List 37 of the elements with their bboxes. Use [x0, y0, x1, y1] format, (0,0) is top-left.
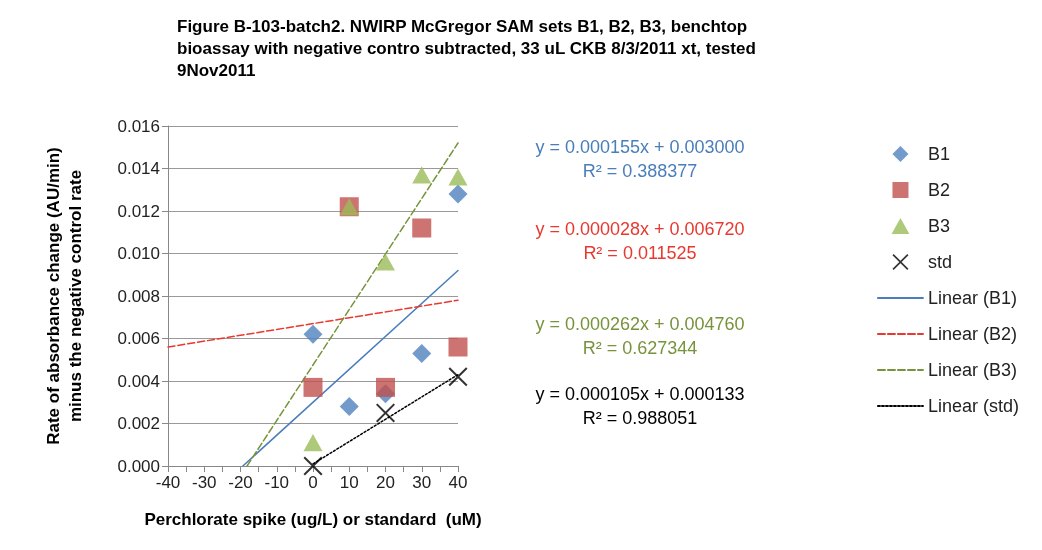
legend-label: B1 [927, 144, 950, 164]
y-tick-label: 0.010 [117, 244, 160, 263]
x-tick-label: 10 [339, 473, 359, 492]
y-tick-label: 0.004 [117, 371, 160, 391]
legend-label: Linear (B2) [927, 324, 1018, 344]
text: y = 0.000105x + 0.000133 [535, 384, 745, 404]
legend-label: B2 [927, 180, 950, 200]
text: R² = 0.627344 [582, 338, 698, 358]
legend-label: std [927, 252, 952, 272]
y-axis-title: Rate of absorbance change (AU/min) minus the negative control rate [43, 147, 85, 445]
text: R² = 0.011525 [583, 243, 697, 263]
y-tick-label: 0.008 [117, 286, 160, 306]
text: R² = 0.388377 [582, 161, 698, 181]
y-tick-label: 0.012 [117, 201, 160, 221]
text: y = 0.000028x + 0.006720 [535, 219, 745, 239]
legend-label: Linear (B3) [927, 360, 1018, 380]
y-tick-label: 0.002 [117, 414, 160, 433]
x-tick-label: 30 [412, 473, 432, 492]
x-tick-label: 40 [448, 473, 468, 492]
legend-label: Linear (B1) [927, 288, 1018, 308]
text: R² = 0.988051 [582, 408, 698, 428]
y-tick-label: 0.016 [117, 116, 160, 136]
x-tick-label: -10 [264, 473, 290, 492]
y-tick-label: 0.006 [117, 329, 160, 348]
y-tick-label: 0.014 [117, 159, 160, 178]
text: y = 0.000155x + 0.003000 [535, 137, 745, 157]
x-tick-label: 0 [308, 473, 318, 492]
y-tick-label: 0.000 [117, 456, 160, 476]
chart-title: Figure B-103-batch2. NWIRP McGregor SAM sets B1, B2, B3, benchtop bioassay with negative contro subtracted, 33 uL CKB 8/3/2011 xt, tested 9Nov2011 [177, 16, 761, 80]
x-tick-label: 20 [376, 473, 395, 492]
x-tick-label: -30 [191, 473, 217, 492]
text: y = 0.000262x + 0.004760 [535, 314, 745, 334]
x-axis-title: Perchlorate spike (ug/L) or standard (uM) [144, 510, 482, 529]
legend-label: Linear (std) [927, 396, 1020, 416]
x-tick-label: -20 [228, 473, 253, 492]
legend-label: B3 [927, 216, 950, 236]
x-tick-label: -40 [155, 473, 181, 492]
